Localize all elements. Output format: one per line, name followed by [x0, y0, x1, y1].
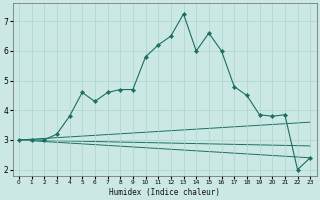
X-axis label: Humidex (Indice chaleur): Humidex (Indice chaleur): [109, 188, 220, 197]
